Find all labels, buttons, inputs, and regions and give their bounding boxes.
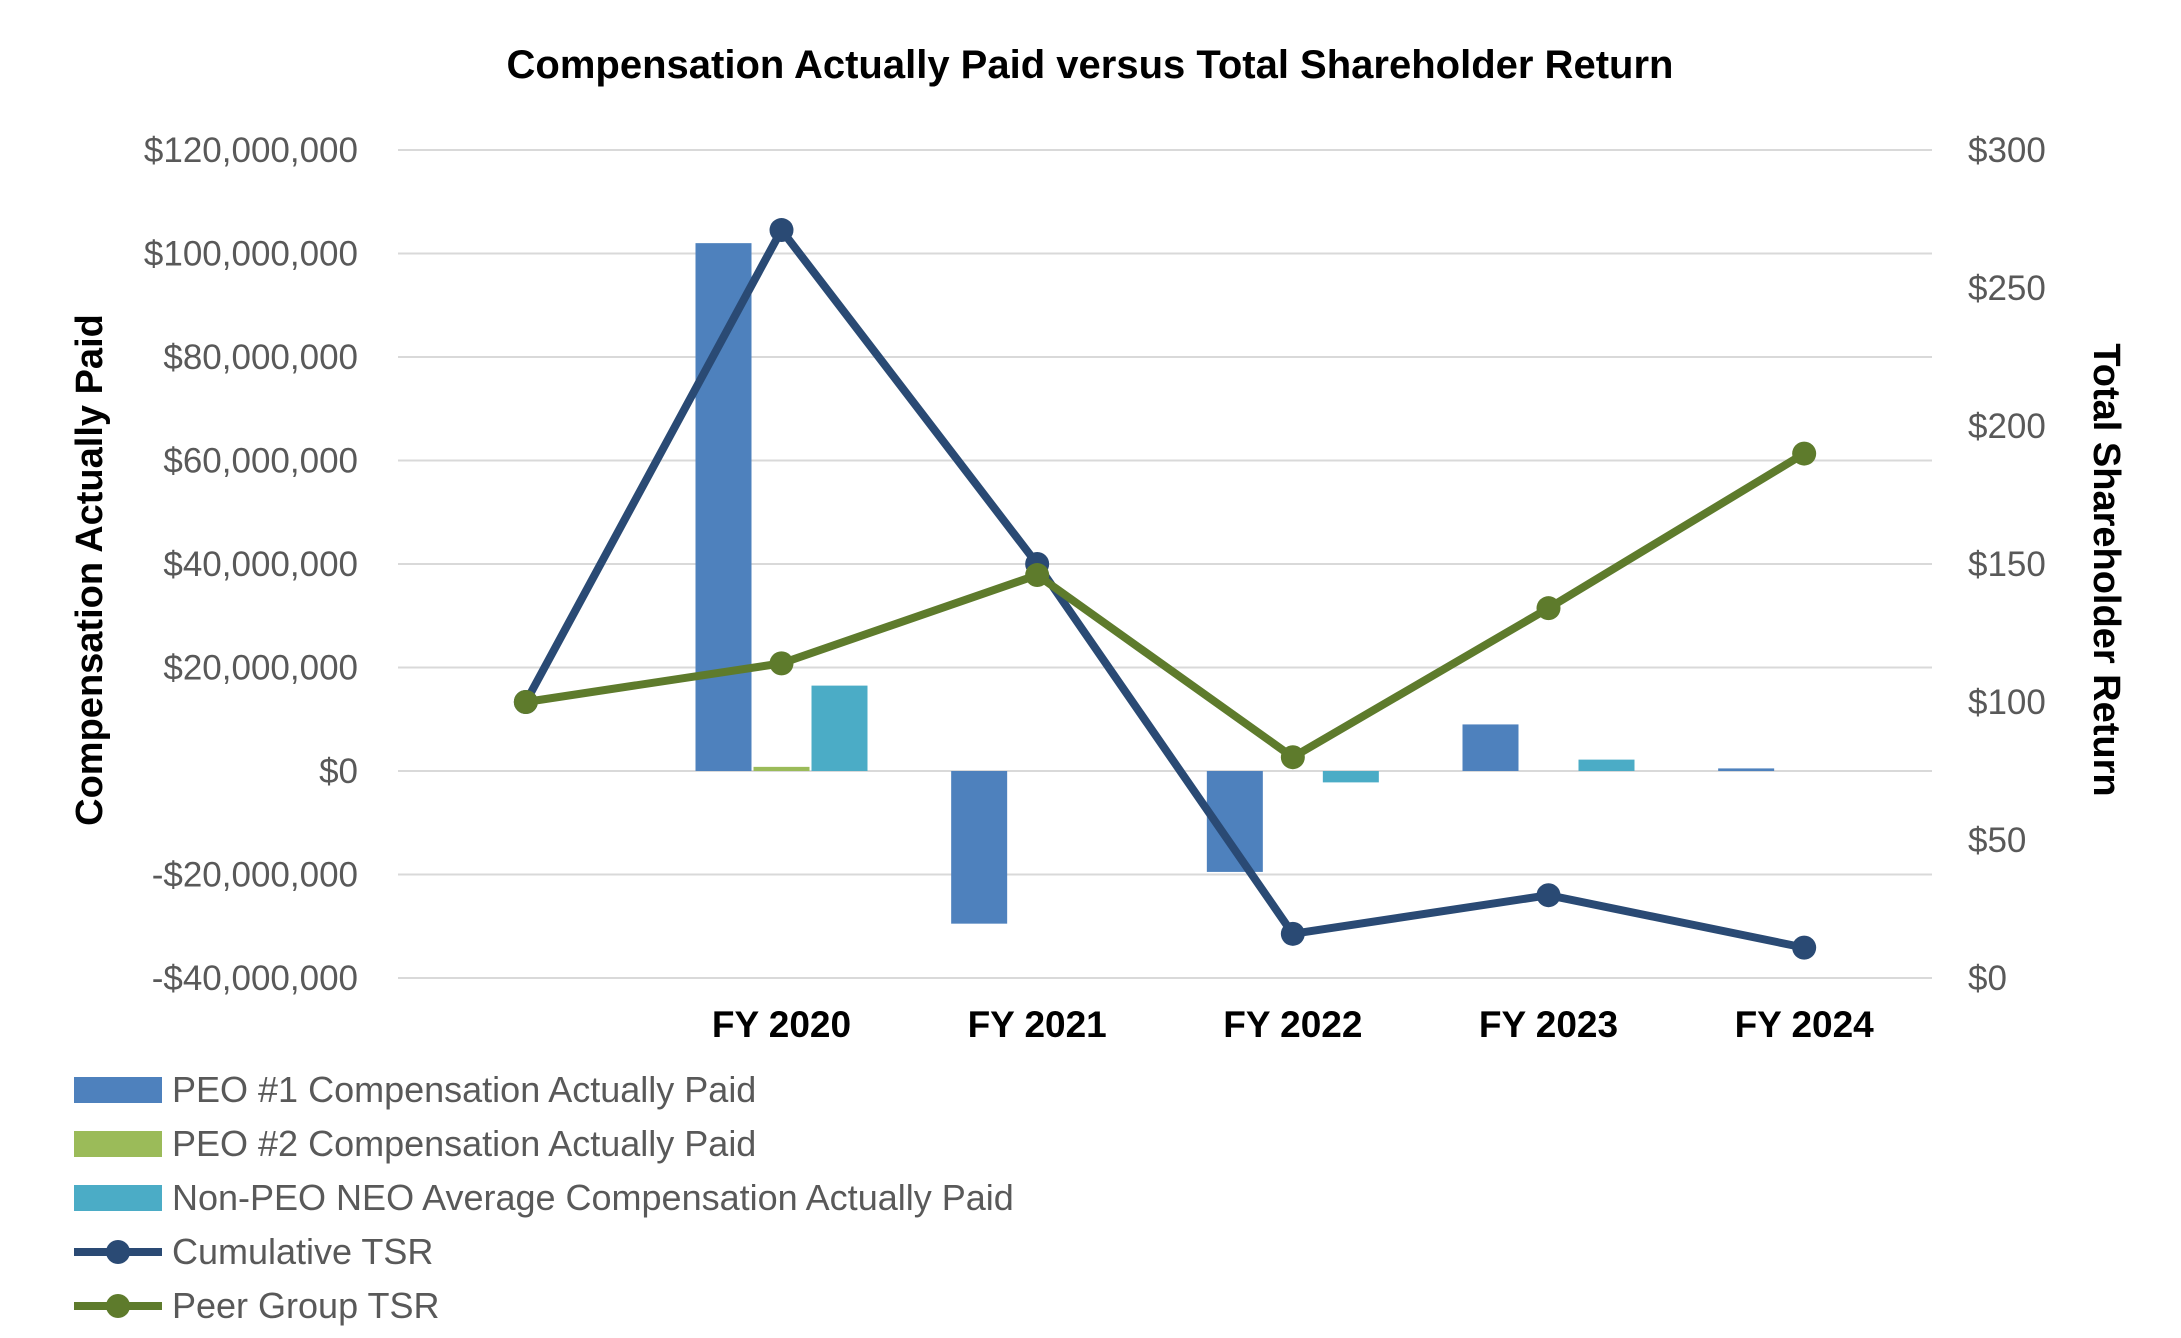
legend-label: Non-PEO NEO Average Compensation Actuall… (172, 1177, 1014, 1218)
x-tick-label: FY 2023 (1479, 1004, 1618, 1045)
y-left-tick-label: -$20,000,000 (152, 856, 358, 895)
legend-swatch (74, 1185, 162, 1211)
gridlines (398, 149, 1932, 979)
bar (1322, 771, 1379, 783)
x-tick-label: FY 2021 (968, 1004, 1107, 1045)
y-right-tick-label: $150 (1968, 545, 2046, 584)
y-right-tick-label: $250 (1968, 269, 2046, 308)
data-point (1536, 883, 1561, 908)
lines (513, 218, 1817, 960)
bar (1718, 768, 1775, 771)
data-point (769, 651, 794, 676)
y-left-tick-label: $0 (319, 752, 358, 791)
data-point (1280, 745, 1305, 770)
y-left-tick-label: $120,000,000 (144, 131, 358, 170)
y-left-tick-label: $80,000,000 (163, 338, 358, 377)
legend: PEO #1 Compensation Actually Paid PEO #2 … (74, 1069, 1014, 1326)
y-left-tick-label: $60,000,000 (163, 442, 358, 481)
y-left-tick-label: $100,000,000 (144, 235, 358, 274)
series-line (521, 449, 1809, 762)
legend-swatch (74, 1131, 162, 1157)
data-point (1025, 563, 1050, 588)
y-right-tick-label: $50 (1968, 821, 2026, 860)
y-left-tick-label: $20,000,000 (163, 649, 358, 688)
x-tick-label: FY 2022 (1223, 1004, 1362, 1045)
bar (695, 243, 752, 771)
y-left-axis-label: Compensation Actually Paid (69, 314, 111, 826)
bar (811, 685, 868, 771)
legend-label: PEO #2 Compensation Actually Paid (172, 1123, 756, 1164)
x-tick-label: FY 2024 (1735, 1004, 1875, 1045)
legend-label: Peer Group TSR (172, 1285, 439, 1326)
bar (753, 766, 810, 771)
data-point (1792, 935, 1817, 960)
series-line (521, 226, 1809, 952)
data-point (513, 690, 538, 714)
y-right-tick-label: $300 (1968, 131, 2046, 170)
legend-swatch (74, 1077, 162, 1103)
axes: $120,000,000 $100,000,000 $80,000,000 $60,0… (144, 131, 2046, 1045)
data-point (1280, 921, 1305, 946)
y-right-tick-label: $0 (1968, 959, 2007, 998)
legend-label: Cumulative TSR (172, 1231, 433, 1272)
y-left-tick-label: -$40,000,000 (152, 959, 358, 998)
bars (695, 243, 1775, 924)
y-left-tick-label: $40,000,000 (163, 545, 358, 584)
bar (951, 771, 1008, 924)
legend-label: PEO #1 Compensation Actually Paid (172, 1069, 756, 1110)
y-right-tick-label: $200 (1968, 407, 2046, 446)
chart-title: Compensation Actually Paid versus Total … (507, 43, 1674, 87)
data-point (769, 218, 794, 243)
x-tick-label: FY 2020 (712, 1004, 851, 1045)
data-point (1536, 596, 1561, 621)
y-right-tick-label: $100 (1968, 683, 2046, 722)
bar (1578, 759, 1635, 771)
legend-marker (106, 1240, 130, 1264)
legend-marker (106, 1294, 130, 1318)
y-right-axis-label: Total Shareholder Return (2085, 343, 2127, 796)
data-point (1792, 441, 1817, 466)
bar (1462, 724, 1519, 771)
